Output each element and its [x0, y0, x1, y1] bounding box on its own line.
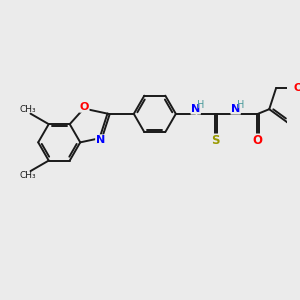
- Text: N: N: [231, 104, 240, 114]
- Text: N: N: [96, 135, 105, 145]
- Text: S: S: [212, 134, 220, 147]
- Text: H: H: [237, 100, 244, 110]
- Text: N: N: [191, 104, 200, 114]
- Text: O: O: [294, 83, 300, 93]
- Text: CH₃: CH₃: [19, 105, 36, 114]
- Text: H: H: [197, 100, 204, 110]
- Text: O: O: [80, 102, 89, 112]
- Text: O: O: [253, 134, 263, 147]
- Text: CH₃: CH₃: [19, 171, 36, 180]
